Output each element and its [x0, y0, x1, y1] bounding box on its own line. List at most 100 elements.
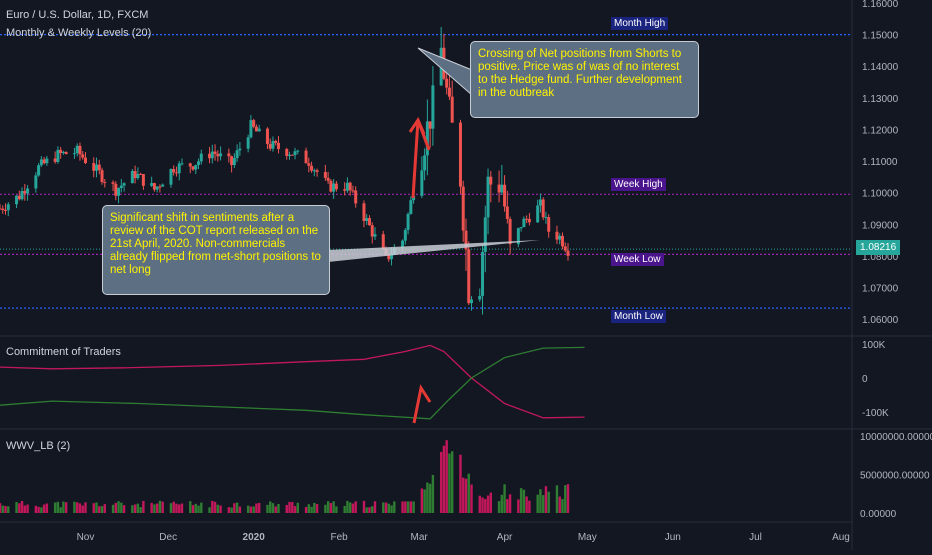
candle-body [122, 183, 126, 186]
volume-bar [478, 495, 481, 513]
volume-bar [257, 502, 261, 513]
candle-body [172, 169, 176, 173]
candle-body [307, 163, 311, 166]
volume-bar [467, 473, 470, 513]
volume-bar [155, 503, 159, 513]
symbol-title[interactable]: Euro / U.S. Dollar, 1D, FXCM [6, 9, 149, 21]
volume-bar [255, 503, 258, 513]
volume-bar [558, 496, 561, 513]
volume-tick-label: 5000000.00000 [860, 471, 930, 482]
candle-body [428, 121, 432, 129]
volume-bar [362, 500, 366, 513]
volume-bar [420, 488, 424, 513]
candle-body [53, 158, 57, 162]
volume-bar [561, 499, 564, 513]
candle-body [483, 217, 487, 252]
volume-bar [313, 502, 316, 513]
volume-bar [197, 505, 200, 513]
callout-left[interactable]: Significant shift in sentiments after a … [102, 205, 330, 295]
volume-bar [233, 503, 236, 513]
volume-bar [508, 494, 512, 513]
volume-indicator-title[interactable]: WWV_LB (2) [6, 440, 71, 452]
volume-bar [73, 501, 76, 513]
candle-body [290, 154, 294, 156]
candle-body [345, 182, 349, 191]
volume-bar [271, 503, 275, 513]
volume-bar [346, 500, 349, 513]
volume-bar [142, 500, 145, 513]
candle-body [516, 228, 520, 245]
candle-body [373, 234, 377, 237]
candle-body [78, 145, 82, 155]
candle-body [197, 161, 201, 165]
candle-body [23, 191, 27, 194]
volume-bar [404, 501, 407, 513]
volume-bar [175, 503, 178, 513]
volume-bar [365, 507, 368, 513]
price-tick-label: 1.06000 [862, 315, 899, 326]
candle-body [158, 186, 162, 188]
volume-bar [393, 501, 396, 513]
candle-body [199, 153, 203, 162]
volume-bar [401, 501, 404, 513]
volume-bar [390, 505, 393, 513]
cot-pane-arrow [412, 384, 432, 424]
candle-body [42, 159, 46, 164]
candle-body [34, 175, 38, 189]
candle-body [390, 254, 394, 260]
candle-body [288, 154, 292, 156]
candle-body [216, 153, 220, 157]
candle-body [150, 183, 154, 186]
candle-body [348, 182, 352, 191]
volume-bar [219, 505, 222, 513]
volume-bar [486, 495, 490, 513]
candle-body [271, 141, 275, 149]
candle-body [555, 231, 559, 240]
candle-body [6, 204, 10, 211]
candle-body [227, 153, 231, 157]
volume-bar [42, 504, 46, 513]
candle-body [285, 149, 289, 156]
volume-bar [324, 504, 327, 513]
volume-bar [45, 503, 49, 513]
candle-body [486, 176, 490, 218]
candle-body [274, 141, 278, 143]
candle-body [527, 218, 531, 223]
volume-bar [517, 499, 520, 513]
current-price-tag: 1.08216 [856, 240, 901, 255]
price-tick-label: 1.11000 [862, 157, 898, 168]
volume-bar [525, 496, 528, 513]
candle-body [194, 164, 198, 170]
candle-body [566, 250, 570, 256]
volume-tick-label: 0.00000 [860, 509, 897, 520]
candle-body [461, 186, 465, 231]
time-tick-label: Apr [497, 532, 513, 543]
volume-bar [332, 501, 335, 513]
candle-body [92, 163, 96, 171]
time-tick-label: Dec [159, 532, 177, 543]
candle-body [188, 163, 192, 167]
main-indicator-title[interactable]: Monthly & Weekly Levels (20) [6, 27, 152, 39]
volume-bar [555, 485, 559, 513]
volume-bar [351, 503, 355, 513]
volume-bar [315, 503, 319, 513]
cot-tick-label: -100K [862, 408, 889, 419]
candle-body [403, 229, 407, 241]
volume-bar [448, 453, 451, 513]
volume-bar [235, 502, 239, 513]
volume-bar [133, 504, 137, 513]
callout-top[interactable]: Crossing of Net positions from Shorts to… [470, 41, 699, 118]
volume-bar [304, 507, 308, 513]
volume-bar [522, 489, 526, 513]
candle-body [114, 183, 118, 196]
candle-body [246, 137, 250, 149]
volume-bar [59, 507, 62, 513]
cot-tick-label: 0 [862, 374, 868, 385]
volume-bar [335, 506, 338, 513]
cot-indicator-title[interactable]: Commitment of Traders [6, 346, 121, 358]
candle-body [541, 199, 545, 218]
volume-bar [470, 484, 473, 513]
candle-body [343, 189, 347, 191]
